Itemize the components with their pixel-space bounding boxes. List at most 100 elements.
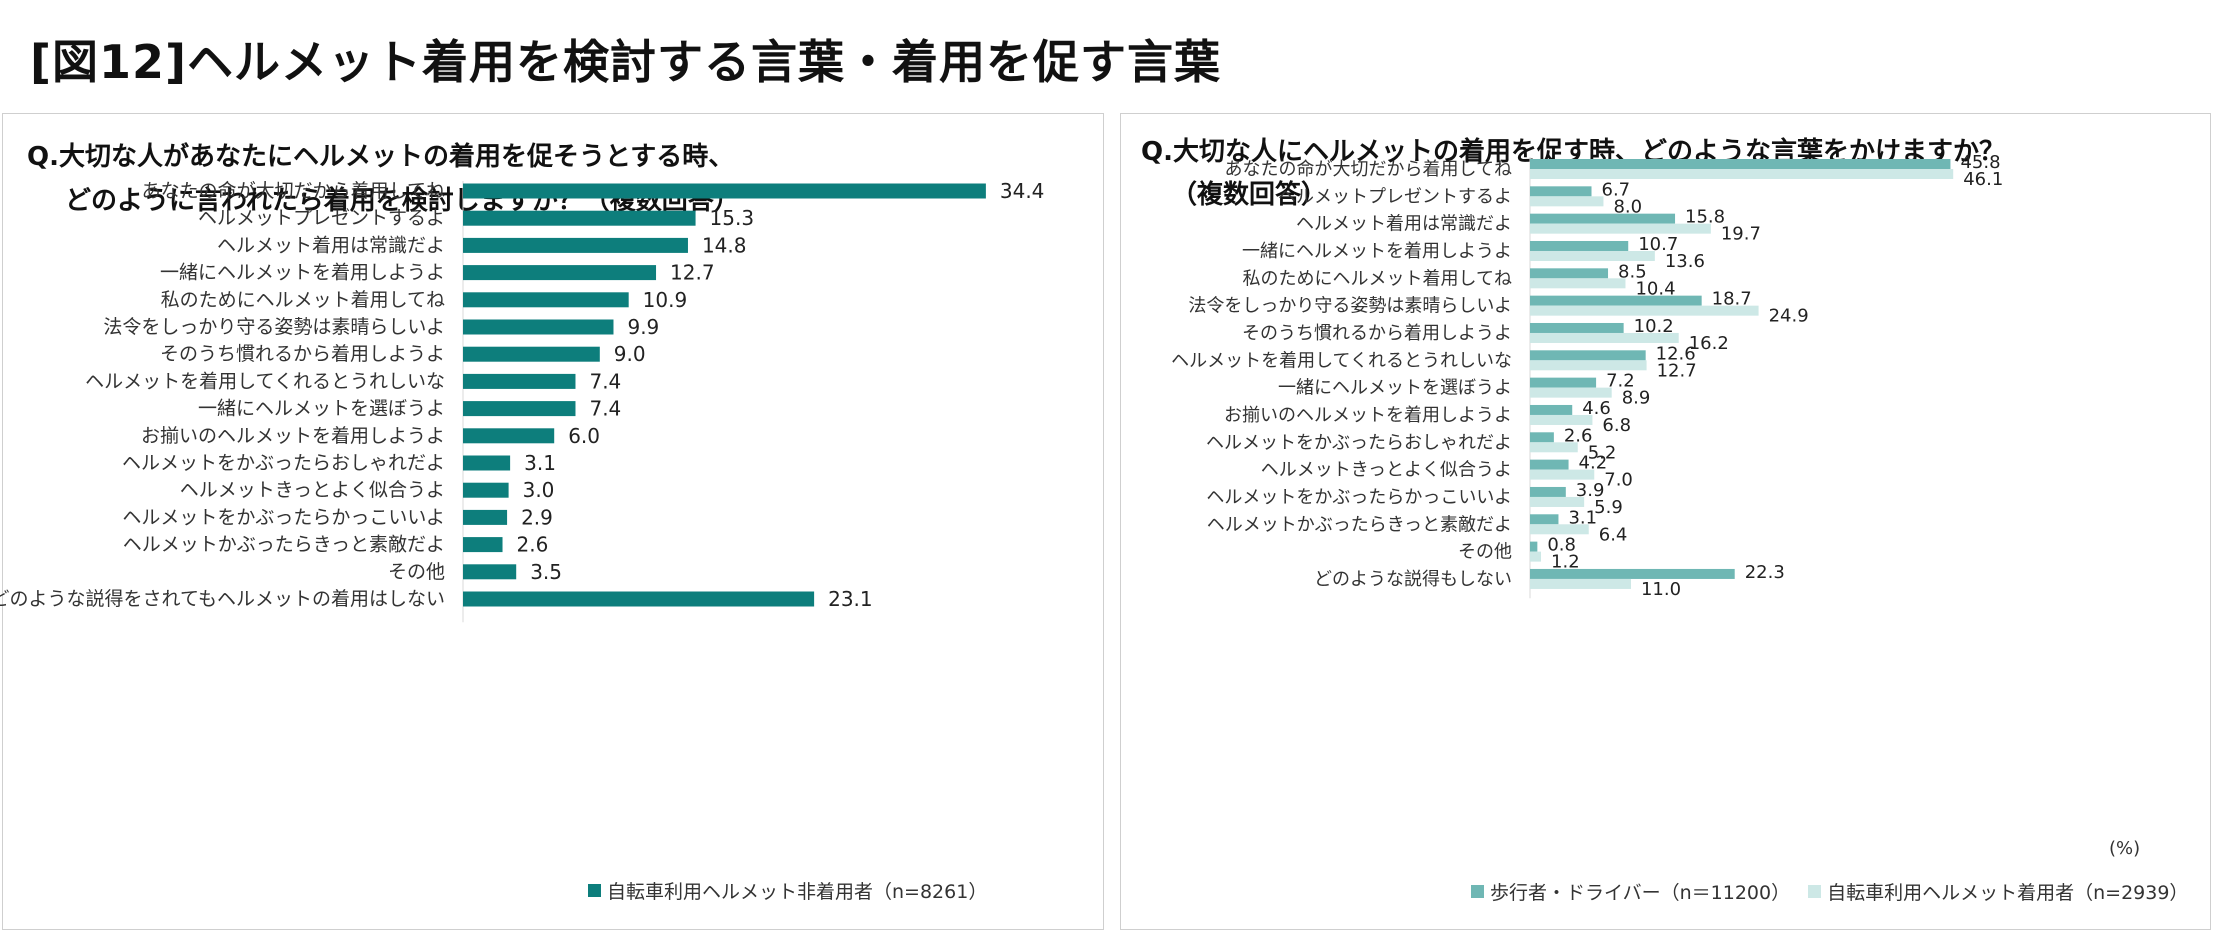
left-value-label: 2.9 bbox=[521, 505, 553, 529]
right-value-label-series1: 18.7 bbox=[1712, 289, 1752, 310]
left-category-label: ヘルメットきっとよく似合うよ bbox=[180, 479, 445, 501]
right-chart-panel: Q.大切な人にヘルメットの着用を促す時、どのような言葉をかけますか？ （複数回答… bbox=[1120, 113, 2211, 930]
right-bar-series1 bbox=[1530, 377, 1597, 388]
left-bar bbox=[463, 509, 508, 525]
left-category-label: ヘルメットかぶったらきっと素敵だよ bbox=[123, 534, 445, 556]
right-value-label-series2: 6.4 bbox=[1599, 524, 1628, 545]
right-category-label: ヘルメットを着用してくれるとうれしいな bbox=[1171, 350, 1512, 371]
left-category-label: ヘルメットをかぶったらおしゃれだよ bbox=[122, 452, 445, 474]
right-value-label-series1: 10.7 bbox=[1638, 234, 1678, 255]
left-category-label: ヘルメット着用は常識だよ bbox=[217, 234, 445, 256]
right-value-label-series2: 5.9 bbox=[1594, 497, 1623, 518]
right-value-label-series1: 4.2 bbox=[1579, 453, 1608, 474]
right-category-label: 一緒にヘルメットを選ぼうよ bbox=[1278, 378, 1512, 399]
left-bar bbox=[463, 591, 815, 607]
right-value-label-series1: 0.8 bbox=[1547, 535, 1576, 556]
right-category-label: 一緒にヘルメットを着用しようよ bbox=[1242, 241, 1512, 262]
right-legend-label-2: 自転車利用ヘルメット着用者（n=2939） bbox=[1827, 882, 2189, 904]
left-bar bbox=[463, 346, 600, 362]
right-value-label-series2: 5.2 bbox=[1588, 442, 1617, 463]
right-bar-series2 bbox=[1530, 223, 1711, 234]
right-value-label-series1: 45.8 bbox=[1960, 152, 2000, 173]
left-value-label: 10.9 bbox=[643, 288, 688, 312]
right-bar-series1 bbox=[1530, 486, 1566, 497]
right-legend-swatch-1 bbox=[1471, 885, 1484, 898]
right-bar-chart: あなたの命が大切だから着用してね 45.846.1 ヘルメットプレゼントするよ 6.7… bbox=[1171, 152, 2003, 600]
left-bar bbox=[463, 482, 509, 498]
right-category-label: ヘルメットをかぶったらかっこいいよ bbox=[1206, 487, 1512, 508]
right-bar-series2 bbox=[1530, 442, 1578, 453]
left-value-label: 14.8 bbox=[702, 233, 747, 257]
left-question-line1: Q.大切な人があなたにヘルメットの着用を促そうとする時、 bbox=[27, 142, 735, 172]
left-category-label: 法令をしっかり守る姿勢は素晴らしいよ bbox=[103, 316, 445, 338]
right-bar-series2 bbox=[1530, 305, 1759, 316]
right-bar-series1 bbox=[1530, 459, 1569, 470]
right-category-label: そのうち慣れるから着用しようよ bbox=[1242, 323, 1512, 344]
left-bar bbox=[463, 564, 517, 580]
right-category-label: 私のためにヘルメット着用してね bbox=[1243, 268, 1512, 289]
right-bar-series1 bbox=[1530, 432, 1554, 443]
right-category-label: その他 bbox=[1458, 542, 1512, 563]
right-value-label-series2: 10.4 bbox=[1635, 278, 1675, 299]
right-bar-series2 bbox=[1530, 169, 1954, 179]
right-value-label-series2: 11.0 bbox=[1641, 579, 1681, 600]
right-category-label: 法令をしっかり守る姿勢は素晴らしいよ bbox=[1188, 296, 1512, 317]
right-value-label-series2: 8.0 bbox=[1613, 196, 1642, 217]
right-value-label-series2: 8.9 bbox=[1622, 388, 1651, 409]
right-bar-series2 bbox=[1530, 578, 1631, 589]
right-value-label-series2: 6.8 bbox=[1602, 415, 1631, 436]
left-value-label: 6.0 bbox=[568, 424, 600, 448]
right-category-label: お揃いのヘルメットを着用しようよ bbox=[1224, 405, 1512, 426]
right-legend: 歩行者・ドライバー（n＝11200） 自転車利用ヘルメット着用者（n=2939） bbox=[1471, 878, 2188, 905]
right-value-label-series1: 3.1 bbox=[1568, 507, 1597, 528]
left-legend-label: 自転車利用ヘルメット非着用者（n=8261） bbox=[607, 881, 988, 903]
left-bar bbox=[463, 373, 576, 389]
left-category-label: ヘルメットをかぶったらかっこいいよ bbox=[122, 506, 445, 528]
right-bar-series2 bbox=[1530, 278, 1626, 289]
left-value-label: 34.4 bbox=[1000, 179, 1045, 203]
right-bar-series2 bbox=[1530, 551, 1542, 562]
right-bar-series1 bbox=[1530, 186, 1592, 197]
left-category-label: ヘルメットプレゼントするよ bbox=[198, 207, 445, 229]
right-value-label-series1: 22.3 bbox=[1745, 562, 1785, 583]
left-bar bbox=[463, 237, 688, 253]
right-value-label-series1: 12.6 bbox=[1656, 343, 1696, 364]
right-bar-series1 bbox=[1530, 295, 1702, 306]
right-bar-series2 bbox=[1530, 387, 1612, 398]
right-bar-series2 bbox=[1530, 469, 1595, 480]
left-value-label: 9.0 bbox=[614, 342, 646, 366]
left-value-label: 3.5 bbox=[530, 560, 562, 584]
right-value-label-series1: 10.2 bbox=[1634, 316, 1674, 337]
right-bar-series1 bbox=[1530, 541, 1538, 552]
left-value-label: 7.4 bbox=[589, 369, 621, 393]
right-category-label: ヘルメットかぶったらきっと素敵だよ bbox=[1207, 514, 1512, 535]
right-bar-series2 bbox=[1530, 250, 1655, 261]
right-bar-series2 bbox=[1530, 414, 1593, 425]
left-category-label: お揃いのヘルメットを着用しようよ bbox=[141, 425, 445, 447]
right-bar-series1 bbox=[1530, 240, 1629, 251]
left-bar bbox=[463, 401, 576, 417]
right-value-label-series1: 3.9 bbox=[1576, 480, 1605, 501]
left-bar bbox=[463, 319, 614, 335]
right-unit-label: (%) bbox=[2109, 838, 2141, 859]
right-bar-series1 bbox=[1530, 404, 1573, 415]
left-value-label: 9.9 bbox=[627, 315, 659, 339]
right-value-label-series1: 7.2 bbox=[1606, 371, 1635, 392]
left-value-label: 15.3 bbox=[710, 206, 755, 230]
right-category-label: どのような説得もしない bbox=[1314, 569, 1512, 590]
right-value-label-series1: 8.5 bbox=[1618, 261, 1647, 282]
right-value-label-series2: 13.6 bbox=[1665, 251, 1705, 272]
right-category-label: ヘルメットプレゼントするよ bbox=[1278, 186, 1512, 207]
left-value-label: 3.1 bbox=[524, 451, 556, 475]
right-bar-series2 bbox=[1530, 496, 1585, 507]
left-category-label: 一緒にヘルメットを着用しようよ bbox=[160, 262, 445, 284]
left-chart-panel: Q.大切な人があなたにヘルメットの着用を促そうとする時、 どのように言われたら着… bbox=[0, 113, 1104, 930]
left-bar bbox=[463, 183, 986, 199]
page-title: [図12]ヘルメット着用を検討する言葉・着用を促す言葉 bbox=[30, 35, 1222, 89]
left-bar bbox=[463, 537, 503, 553]
right-value-label-series2: 1.2 bbox=[1551, 552, 1580, 573]
left-category-label: ヘルメットを着用してくれるとうれしいな bbox=[85, 370, 445, 392]
left-category-label: その他 bbox=[388, 561, 445, 583]
left-category-label: 一緒にヘルメットを選ぼうよ bbox=[198, 398, 445, 420]
left-bar bbox=[463, 428, 555, 444]
